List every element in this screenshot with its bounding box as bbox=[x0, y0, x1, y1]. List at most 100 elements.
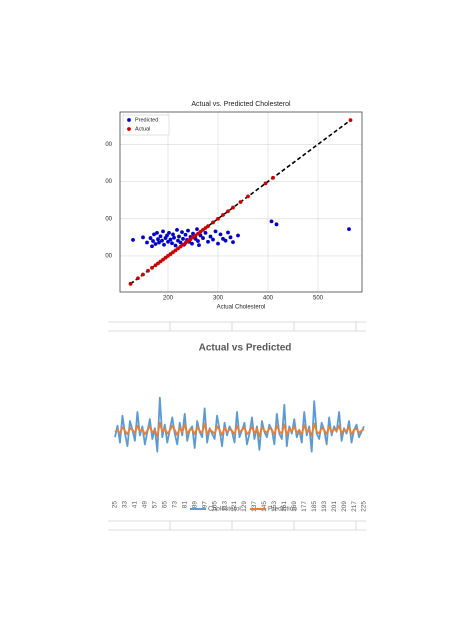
point bbox=[197, 243, 201, 248]
series-line bbox=[114, 421, 365, 438]
point bbox=[195, 227, 199, 232]
point bbox=[274, 222, 279, 227]
x-tick-label: 137 bbox=[251, 501, 258, 512]
point bbox=[186, 228, 190, 233]
point bbox=[221, 213, 225, 217]
legend-marker bbox=[127, 127, 131, 131]
plot-frame bbox=[119, 111, 363, 293]
point bbox=[141, 235, 145, 240]
x-tick-label: 209 bbox=[341, 501, 348, 512]
point bbox=[141, 272, 145, 277]
x-tick-label: 97 bbox=[201, 501, 208, 509]
x-tick-label: 41 bbox=[132, 501, 139, 509]
point bbox=[128, 281, 133, 286]
point bbox=[263, 181, 268, 186]
point bbox=[201, 236, 205, 240]
point bbox=[206, 224, 210, 229]
point bbox=[226, 230, 230, 235]
point bbox=[203, 230, 208, 235]
point bbox=[155, 230, 159, 235]
x-tick-label: 300 bbox=[213, 296, 224, 302]
y-tick-label: 00 bbox=[105, 216, 112, 222]
point bbox=[180, 230, 184, 235]
point bbox=[347, 227, 351, 232]
point bbox=[206, 239, 210, 244]
x-tick-label: 57 bbox=[152, 501, 159, 509]
chart-title: Actual vs. Predicted Cholesterol bbox=[191, 101, 291, 108]
point bbox=[167, 230, 171, 235]
x-tick-label: 129 bbox=[241, 501, 248, 512]
legend-box bbox=[122, 114, 170, 136]
point bbox=[208, 234, 213, 239]
x-tick-label: 200 bbox=[163, 296, 174, 302]
x-tick-label: 89 bbox=[191, 501, 198, 509]
point bbox=[152, 232, 156, 237]
x-tick-label: 81 bbox=[181, 501, 188, 509]
point bbox=[236, 233, 240, 238]
point bbox=[173, 243, 178, 248]
point bbox=[148, 236, 153, 240]
point bbox=[157, 240, 161, 245]
point bbox=[160, 238, 164, 243]
legend-label: Cholesterol bbox=[208, 506, 241, 513]
point bbox=[172, 235, 176, 240]
point bbox=[161, 229, 165, 234]
x-tick-label: 161 bbox=[281, 501, 288, 512]
point bbox=[170, 241, 174, 246]
point bbox=[216, 216, 220, 221]
y-tick-label: 00 bbox=[105, 142, 112, 148]
x-tick-label: 400 bbox=[263, 296, 274, 302]
y-tick-label: 00 bbox=[105, 254, 112, 260]
x-tick-label: 169 bbox=[291, 501, 298, 512]
point bbox=[269, 219, 274, 224]
legend-label: Actual bbox=[135, 126, 150, 132]
x-tick-label: 65 bbox=[162, 501, 169, 509]
x-tick-label: 105 bbox=[211, 501, 218, 512]
x-tick-label: 113 bbox=[221, 501, 228, 512]
point bbox=[158, 234, 163, 239]
point bbox=[145, 240, 149, 245]
legend-marker bbox=[127, 118, 131, 122]
series-line bbox=[114, 396, 365, 453]
point bbox=[168, 237, 173, 242]
x-tick-label: 201 bbox=[331, 501, 338, 512]
x-tick-label: 73 bbox=[171, 501, 178, 509]
x-tick-label: 49 bbox=[142, 501, 149, 509]
point bbox=[223, 238, 228, 243]
y-tick-label: 00 bbox=[105, 179, 112, 185]
point bbox=[156, 237, 160, 242]
point bbox=[190, 241, 194, 246]
point bbox=[177, 234, 181, 239]
point bbox=[153, 242, 158, 246]
x-axis-label: Actual Cholesterol bbox=[217, 305, 266, 311]
point bbox=[211, 220, 215, 225]
point bbox=[181, 236, 185, 241]
point bbox=[211, 237, 215, 242]
point bbox=[178, 240, 183, 245]
point bbox=[218, 232, 223, 237]
point bbox=[238, 200, 243, 204]
table-lines bbox=[108, 321, 366, 531]
x-tick-label: 177 bbox=[301, 501, 308, 512]
point bbox=[136, 276, 140, 281]
x-tick-label: 153 bbox=[271, 501, 278, 512]
x-tick-label: 185 bbox=[311, 501, 318, 512]
point bbox=[196, 239, 200, 243]
legend-label: Predicted bbox=[135, 117, 158, 123]
point bbox=[150, 265, 154, 270]
point bbox=[162, 242, 166, 247]
point bbox=[146, 268, 150, 273]
point bbox=[271, 175, 275, 180]
point bbox=[166, 239, 170, 244]
x-tick-label: 25 bbox=[112, 501, 119, 509]
point bbox=[175, 227, 179, 232]
x-tick-label: 121 bbox=[231, 501, 238, 512]
point bbox=[226, 209, 230, 214]
point bbox=[231, 240, 235, 245]
point bbox=[131, 238, 135, 242]
x-tick-label: 225 bbox=[361, 501, 368, 512]
x-tick-label: 500 bbox=[313, 296, 324, 302]
point bbox=[216, 241, 220, 246]
